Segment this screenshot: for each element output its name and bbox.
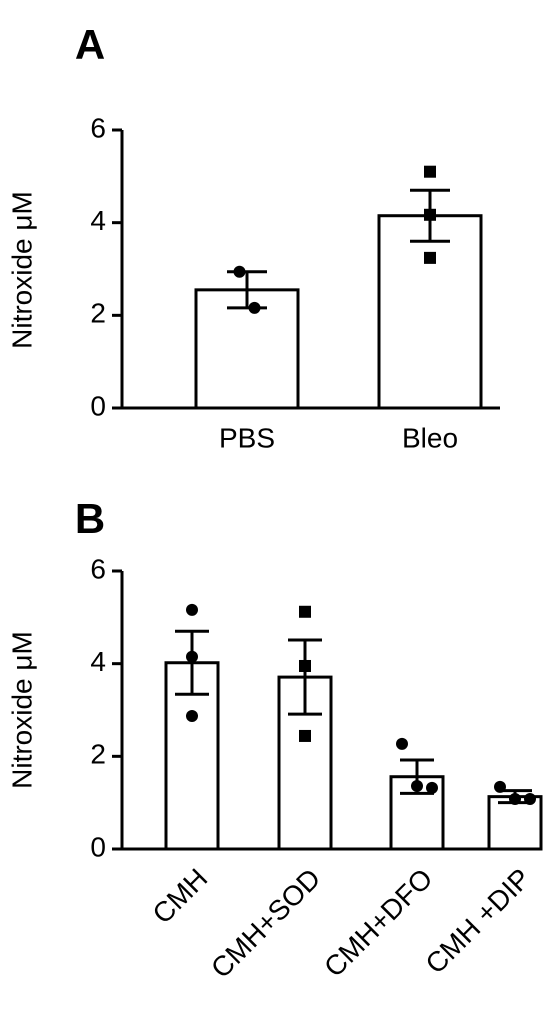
- data-point: [233, 265, 246, 278]
- data-point: [186, 603, 198, 616]
- data-point: [186, 650, 198, 663]
- data-point: [509, 792, 521, 805]
- x-tick-label: PBS: [219, 422, 275, 453]
- data-point: [424, 165, 436, 178]
- x-tick-label: CMH+SOD: [205, 863, 326, 984]
- bar: [377, 214, 483, 410]
- panel-label: B: [75, 495, 105, 542]
- x-tick-label: CMH+DFO: [318, 863, 438, 983]
- data-point: [424, 208, 436, 221]
- y-tick-label: 4: [90, 646, 106, 677]
- y-tick-label: 0: [90, 831, 106, 862]
- data-point: [494, 780, 506, 793]
- data-point: [411, 779, 423, 792]
- data-point: [396, 737, 408, 750]
- data-point: [248, 301, 261, 314]
- panel-label: A: [75, 21, 105, 68]
- x-tick-label: CMH +DIP: [419, 863, 536, 980]
- data-point: [299, 605, 311, 618]
- data-point: [426, 781, 438, 794]
- data-point: [299, 729, 311, 742]
- y-tick-label: 4: [90, 205, 106, 236]
- y-tick-label: 6: [90, 553, 106, 584]
- y-tick-label: 2: [90, 739, 106, 770]
- data-point: [524, 792, 536, 805]
- y-tick-label: 0: [90, 390, 106, 421]
- data-point: [186, 710, 198, 723]
- y-tick-label: 2: [90, 298, 106, 329]
- bar: [194, 288, 300, 410]
- data-point: [424, 251, 436, 264]
- bar: [487, 795, 543, 851]
- x-tick-label: CMH: [146, 863, 213, 930]
- x-tick-label: Bleo: [402, 422, 458, 453]
- y-axis-label: Nitroxide μM: [6, 631, 37, 789]
- y-axis-label: Nitroxide μM: [6, 191, 37, 349]
- data-point: [299, 659, 311, 672]
- y-tick-label: 6: [90, 112, 106, 143]
